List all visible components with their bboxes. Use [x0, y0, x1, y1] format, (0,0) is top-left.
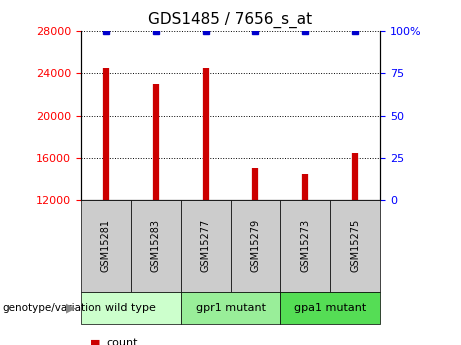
- Title: GDS1485 / 7656_s_at: GDS1485 / 7656_s_at: [148, 12, 313, 28]
- Text: ■: ■: [90, 338, 100, 345]
- Text: GSM15279: GSM15279: [250, 219, 260, 272]
- Text: ▶: ▶: [66, 302, 76, 314]
- Text: GSM15273: GSM15273: [301, 219, 310, 272]
- Text: genotype/variation: genotype/variation: [2, 303, 101, 313]
- Text: GSM15277: GSM15277: [201, 219, 211, 273]
- Text: GSM15275: GSM15275: [350, 219, 361, 273]
- Text: gpa1 mutant: gpa1 mutant: [294, 303, 366, 313]
- Text: gpr1 mutant: gpr1 mutant: [195, 303, 266, 313]
- Text: count: count: [106, 338, 137, 345]
- Text: GSM15283: GSM15283: [151, 219, 160, 272]
- Text: wild type: wild type: [105, 303, 156, 313]
- Text: GSM15281: GSM15281: [100, 219, 111, 272]
